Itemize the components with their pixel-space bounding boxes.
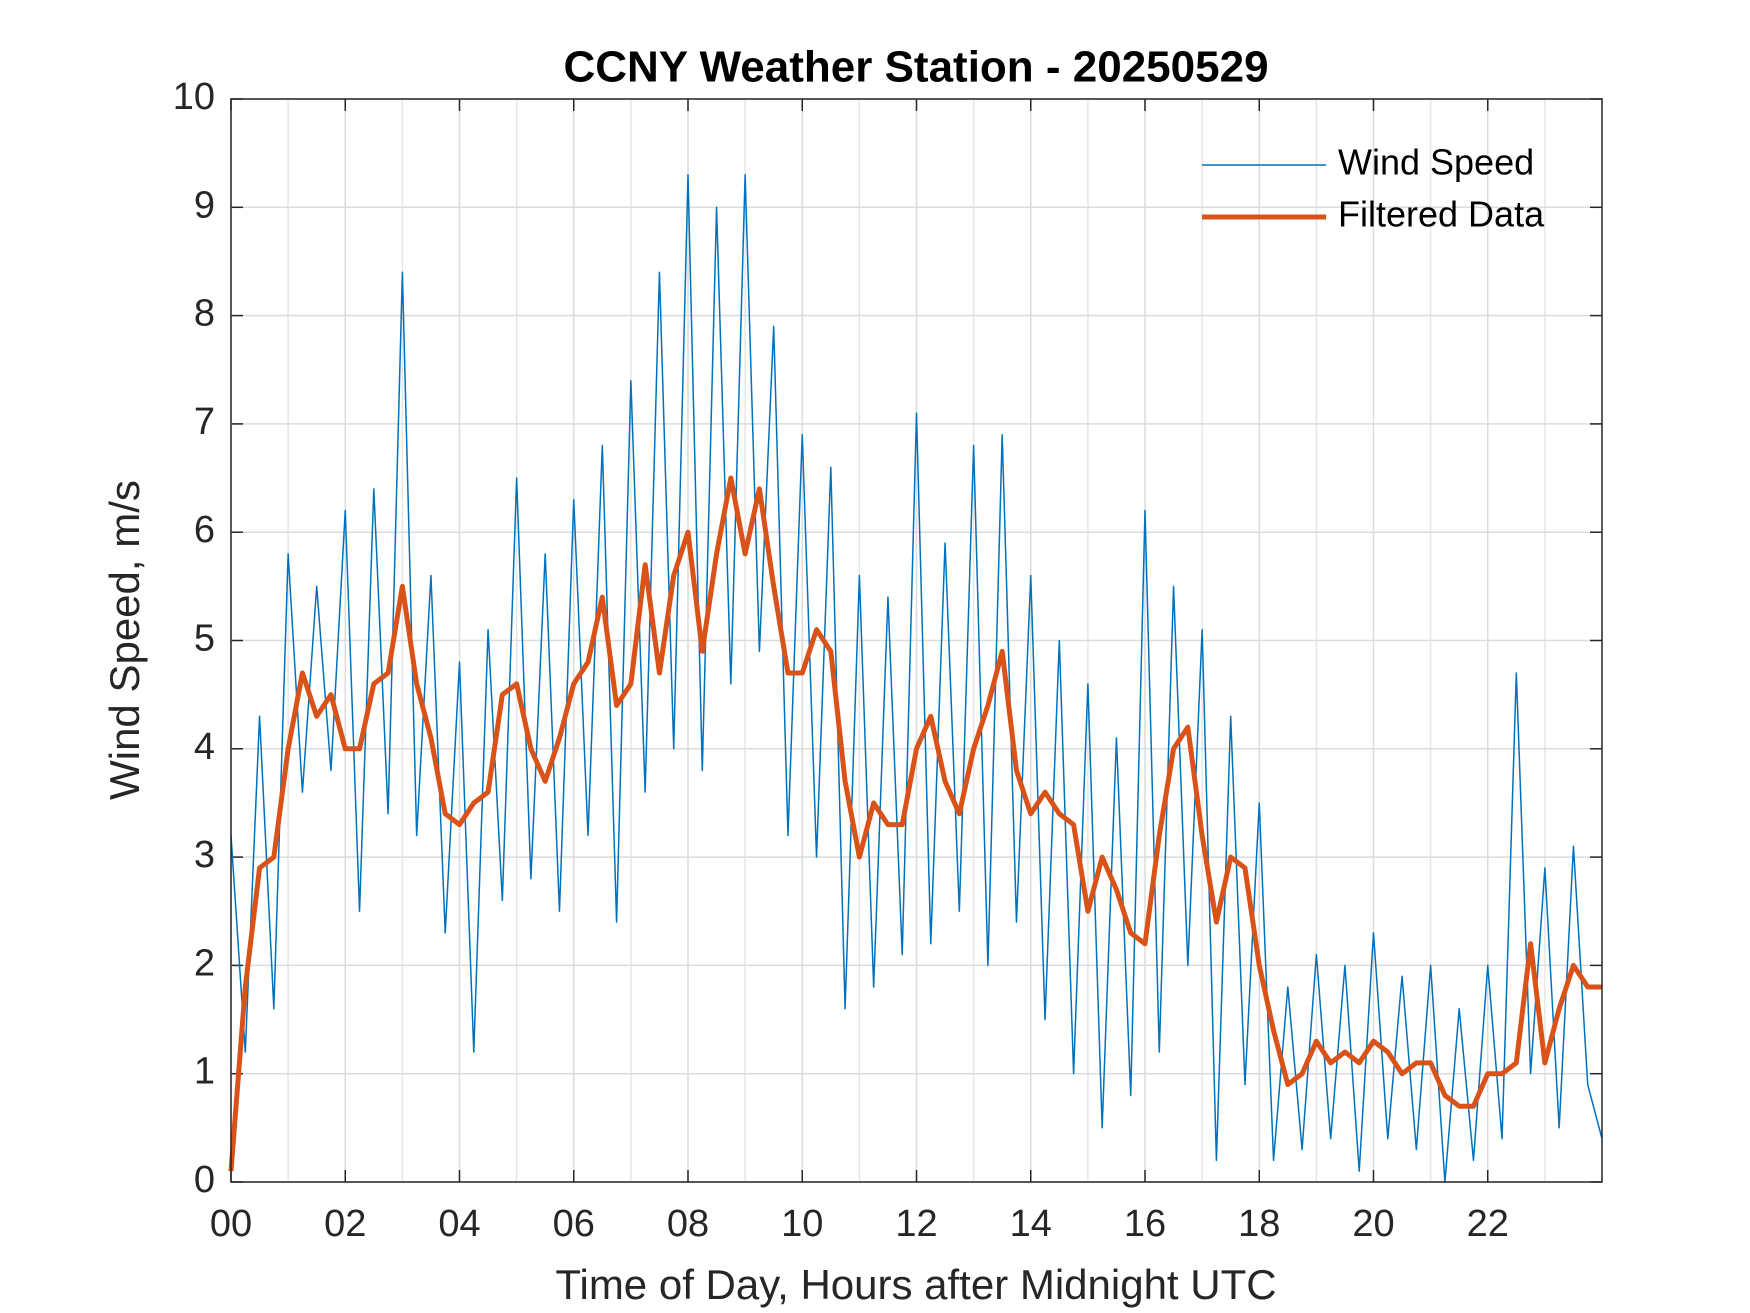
x-tick-label: 08 bbox=[667, 1203, 709, 1245]
x-tick-label: 16 bbox=[1124, 1203, 1166, 1245]
y-tick-label: 10 bbox=[173, 76, 215, 118]
y-tick-label: 6 bbox=[194, 509, 215, 551]
y-tick-label: 3 bbox=[194, 834, 215, 876]
x-tick-label: 14 bbox=[1010, 1203, 1052, 1245]
legend-label: Filtered Data bbox=[1338, 194, 1545, 235]
x-tick-label: 04 bbox=[438, 1203, 480, 1245]
x-tick-label: 10 bbox=[781, 1203, 823, 1245]
x-tick-label: 06 bbox=[553, 1203, 595, 1245]
y-tick-label: 8 bbox=[194, 293, 215, 335]
x-axis-label: Time of Day, Hours after Midnight UTC bbox=[555, 1261, 1276, 1308]
x-tick-label: 02 bbox=[324, 1203, 366, 1245]
x-tick-label: 18 bbox=[1238, 1203, 1280, 1245]
legend-label: Wind Speed bbox=[1338, 142, 1534, 183]
x-tick-label: 20 bbox=[1352, 1203, 1394, 1245]
y-axis-label: Wind Speed, m/s bbox=[101, 480, 148, 800]
y-tick-label: 9 bbox=[194, 184, 215, 226]
y-tick-label: 5 bbox=[194, 618, 215, 660]
y-tick-label: 0 bbox=[194, 1159, 215, 1201]
x-tick-label: 12 bbox=[895, 1203, 937, 1245]
series-line bbox=[230, 174, 1603, 1183]
y-tick-label: 2 bbox=[194, 942, 215, 984]
x-tick-label: 00 bbox=[210, 1203, 252, 1245]
x-tick-label: 22 bbox=[1467, 1203, 1509, 1245]
series-line bbox=[228, 475, 1602, 1172]
y-tick-label: 1 bbox=[194, 1051, 215, 1093]
y-tick-label: 4 bbox=[194, 726, 215, 768]
y-tick-label: 7 bbox=[194, 401, 215, 443]
plot-frame bbox=[230, 98, 1603, 1183]
chart-title: CCNY Weather Station - 20250529 bbox=[563, 43, 1268, 92]
